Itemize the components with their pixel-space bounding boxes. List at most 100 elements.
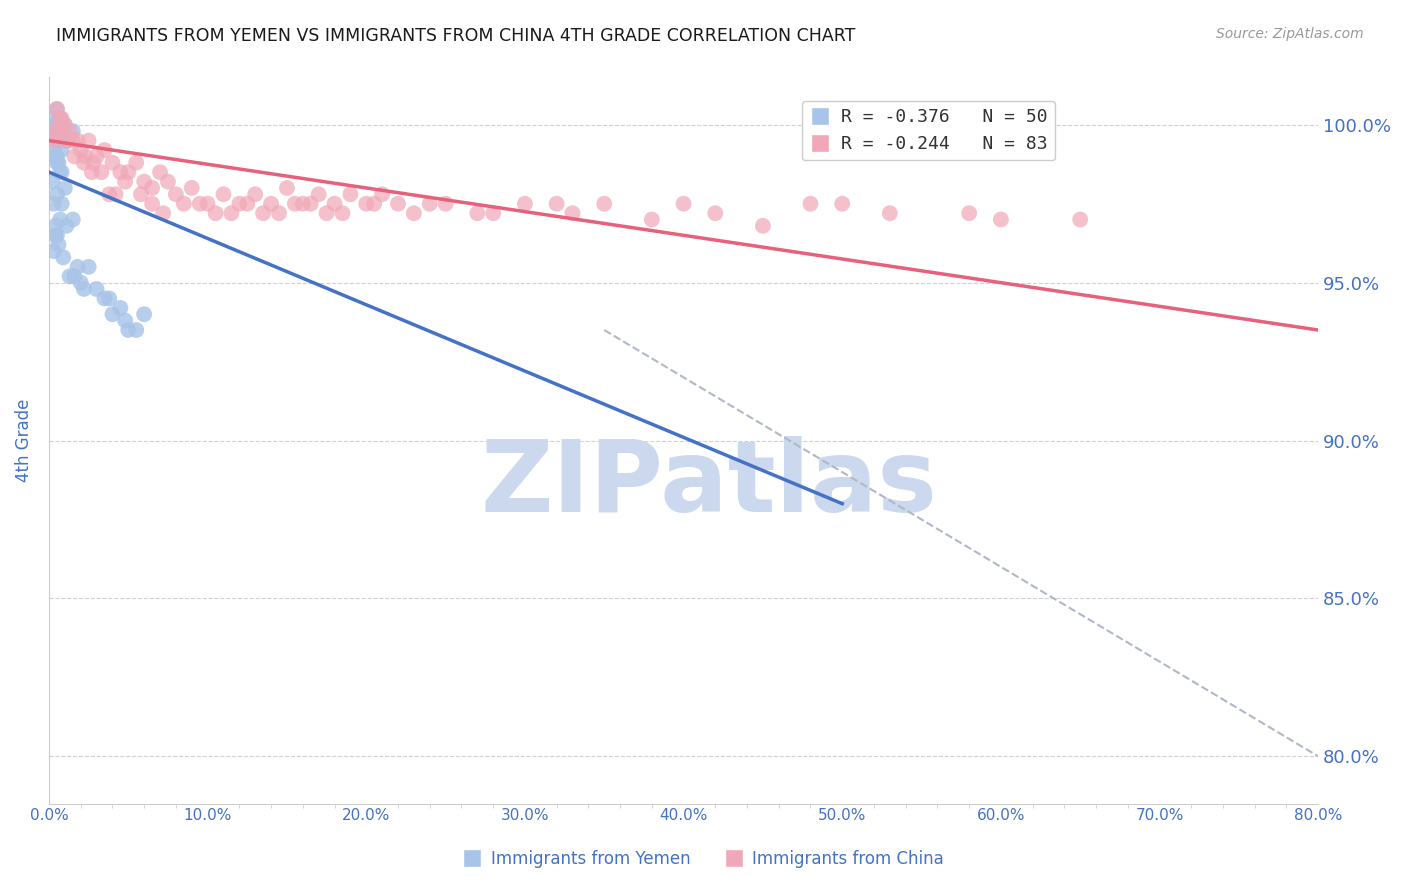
Point [44, 219, 66, 233]
Point [117, 165, 139, 179]
Point [704, 206, 727, 220]
Text: ZIPatlas: ZIPatlas [481, 435, 938, 533]
Point [957, 206, 980, 220]
Point [58, 269, 80, 284]
Point [82, 155, 104, 169]
Point [141, 196, 163, 211]
Point [799, 196, 821, 211]
Point [86, 149, 108, 163]
Point [49, 212, 72, 227]
Point [51, 112, 73, 126]
Point [245, 187, 267, 202]
Point [45, 155, 67, 169]
Point [284, 196, 307, 211]
Point [93, 143, 115, 157]
Legend: R = -0.376   N = 50, R = -0.244   N = 83: R = -0.376 N = 50, R = -0.244 N = 83 [801, 101, 1056, 161]
Point [276, 181, 298, 195]
Point [125, 323, 148, 337]
Point [53, 118, 76, 132]
Point [252, 206, 274, 220]
Point [188, 196, 211, 211]
Point [52, 134, 75, 148]
Point [98, 292, 121, 306]
Point [228, 196, 250, 211]
Point [63, 149, 86, 163]
Point [323, 196, 346, 211]
Point [48, 237, 70, 252]
Point [42, 124, 65, 138]
Point [41, 124, 63, 138]
Point [49, 112, 72, 126]
Point [371, 187, 394, 202]
Point [62, 134, 84, 148]
Point [52, 251, 75, 265]
Point [1069, 212, 1091, 227]
Point [69, 276, 91, 290]
Point [990, 212, 1012, 227]
Point [482, 206, 505, 220]
Point [44, 118, 66, 132]
Point [134, 175, 156, 189]
Point [53, 118, 76, 132]
Point [308, 187, 330, 202]
Point [45, 102, 67, 116]
Point [93, 292, 115, 306]
Point [831, 196, 853, 211]
Point [104, 187, 127, 202]
Point [156, 175, 179, 189]
Point [69, 143, 91, 157]
Point [101, 307, 124, 321]
Point [561, 206, 583, 220]
Point [117, 323, 139, 337]
Point [910, 102, 932, 116]
Point [752, 219, 775, 233]
Point [42, 143, 65, 157]
Point [149, 165, 172, 179]
Point [419, 196, 441, 211]
Point [44, 149, 66, 163]
Point [42, 112, 65, 126]
Point [77, 260, 100, 274]
Point [49, 112, 72, 126]
Point [41, 175, 63, 189]
Point [165, 187, 187, 202]
Point [62, 124, 84, 138]
Point [236, 196, 259, 211]
Point [42, 196, 65, 211]
Point [49, 165, 72, 179]
Y-axis label: 4th Grade: 4th Grade [15, 399, 32, 483]
Point [48, 118, 70, 132]
Point [134, 307, 156, 321]
Point [66, 260, 89, 274]
Point [114, 175, 136, 189]
Point [125, 155, 148, 169]
Point [44, 124, 66, 138]
Point [45, 149, 67, 163]
Point [48, 134, 70, 148]
Point [212, 187, 235, 202]
Point [90, 165, 112, 179]
Point [66, 134, 89, 148]
Point [363, 196, 385, 211]
Point [44, 134, 66, 148]
Point [173, 196, 195, 211]
Point [51, 143, 73, 157]
Point [672, 196, 695, 211]
Point [180, 181, 202, 195]
Point [55, 219, 77, 233]
Point [129, 187, 152, 202]
Point [221, 206, 243, 220]
Point [62, 212, 84, 227]
Point [51, 165, 73, 179]
Text: IMMIGRANTS FROM YEMEN VS IMMIGRANTS FROM CHINA 4TH GRADE CORRELATION CHART: IMMIGRANTS FROM YEMEN VS IMMIGRANTS FROM… [56, 27, 856, 45]
Point [45, 102, 67, 116]
Point [73, 155, 96, 169]
Point [58, 124, 80, 138]
Point [879, 206, 901, 220]
Point [260, 196, 283, 211]
Point [73, 282, 96, 296]
Point [267, 206, 290, 220]
Point [53, 181, 76, 195]
Point [339, 187, 361, 202]
Point [42, 244, 65, 258]
